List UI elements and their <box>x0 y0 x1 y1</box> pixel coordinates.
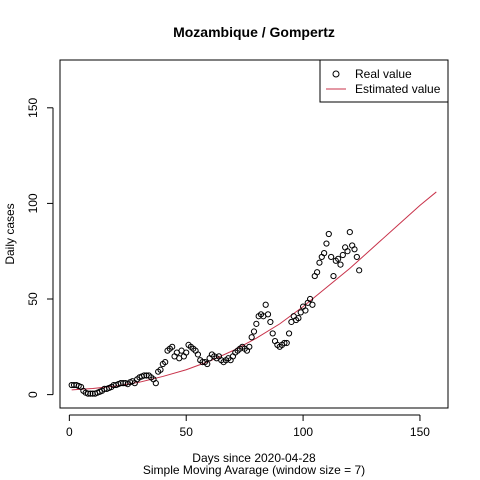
axes: 0 50 100 150 0 50 100 150 <box>26 97 430 439</box>
real-value-point <box>335 255 342 262</box>
real-value-point <box>353 253 360 261</box>
x-axis-label: Days since 2020-04-28 <box>192 451 316 465</box>
real-value-point <box>250 328 258 335</box>
real-value-point <box>162 359 169 366</box>
x-axis-sublabel: Simple Moving Avarage (window size = 7) <box>143 463 365 477</box>
legend-box <box>319 59 449 103</box>
real-value-point <box>204 360 211 368</box>
real-value-point <box>262 301 269 308</box>
real-value-point <box>356 267 363 274</box>
estimated-value-series <box>71 191 437 391</box>
real-value-point <box>330 272 337 280</box>
legend-label-real: Real value <box>355 67 412 81</box>
real-value-point <box>246 343 253 350</box>
real-value-point <box>152 380 159 387</box>
x-tick-label: 0 <box>66 425 73 439</box>
real-value-point <box>314 269 321 276</box>
chart-title: Mozambique / Gompertz <box>173 24 335 40</box>
y-tick-label: 150 <box>26 97 40 117</box>
real-value-point <box>269 330 276 337</box>
x-tick-label: 100 <box>293 425 313 439</box>
legend: Real value Estimated value <box>319 59 449 103</box>
real-value-point <box>344 248 351 255</box>
real-value-point <box>248 334 255 341</box>
real-value-point <box>283 339 290 347</box>
real-value-point <box>321 250 328 257</box>
y-tick-label: 100 <box>26 193 40 213</box>
legend-marker-real <box>332 70 340 78</box>
real-value-point <box>87 390 94 397</box>
real-value-point <box>264 311 272 318</box>
real-value-point <box>117 380 124 387</box>
real-value-point <box>339 251 346 259</box>
real-value-point <box>281 339 288 347</box>
real-value-point <box>285 330 293 337</box>
y-tick-label: 0 <box>26 391 40 398</box>
real-value-point <box>267 318 274 326</box>
y-axis-label: Daily cases <box>3 203 17 264</box>
real-value-point <box>325 230 332 238</box>
real-value-point <box>337 261 344 268</box>
real-value-point <box>328 253 335 261</box>
real-value-point <box>346 228 353 236</box>
real-value-point <box>68 381 75 389</box>
legend-label-estimated: Estimated value <box>355 82 441 96</box>
x-tick-label: 150 <box>410 425 430 439</box>
real-value-series <box>68 228 363 397</box>
real-value-point <box>84 390 92 397</box>
x-tick-label: 50 <box>180 425 194 439</box>
real-value-point <box>316 259 323 266</box>
y-tick-label: 50 <box>26 292 40 306</box>
real-value-point <box>194 351 202 358</box>
plot-frame <box>59 59 449 409</box>
real-value-point <box>306 295 314 303</box>
real-value-point <box>169 343 176 350</box>
real-value-point <box>309 301 316 308</box>
real-value-point <box>183 349 190 356</box>
real-value-point <box>253 320 260 327</box>
real-value-point <box>302 307 309 314</box>
real-value-point <box>157 366 164 373</box>
real-value-point <box>141 372 148 379</box>
real-value-point <box>351 246 358 253</box>
real-value-point <box>323 240 330 247</box>
real-value-point <box>295 315 302 322</box>
estimated-value-line <box>71 191 437 391</box>
